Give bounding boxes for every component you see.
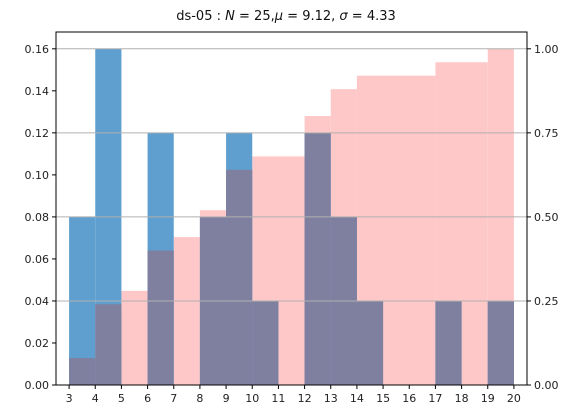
- overlap-bar: [435, 300, 462, 385]
- overlap-bar: [487, 300, 514, 385]
- x-tick-label: 3: [66, 392, 73, 405]
- x-tick-label: 7: [170, 392, 177, 405]
- x-tick-label: 20: [507, 392, 521, 405]
- y-right-tick-label: 0.00: [534, 379, 559, 392]
- overlap-bar: [226, 169, 253, 385]
- cdf-bar: [173, 237, 200, 385]
- x-tick-label: 18: [455, 392, 469, 405]
- x-tick-label: 11: [271, 392, 285, 405]
- x-tick-label: 17: [428, 392, 442, 405]
- overlap-bar: [69, 358, 96, 385]
- overlap-bar: [356, 300, 384, 385]
- y-left-tick-label: 0.08: [25, 211, 50, 224]
- x-tick-label: 13: [324, 392, 338, 405]
- y-right-tick-label: 0.25: [534, 295, 559, 308]
- chart-title: ds-05 : N = 25,μ = 9.12, σ = 4.33: [176, 9, 396, 24]
- x-tick-label: 9: [223, 392, 230, 405]
- x-tick-label: 14: [350, 392, 364, 405]
- overlap-bar: [252, 300, 279, 385]
- y-left-tick-label: 0.14: [25, 85, 50, 98]
- x-tick-label: 12: [298, 392, 312, 405]
- x-tick-label: 4: [92, 392, 99, 405]
- y-left-tick-label: 0.06: [25, 253, 50, 266]
- cdf-bar: [121, 290, 148, 385]
- x-tick-label: 15: [376, 392, 390, 405]
- x-tick-label: 8: [196, 392, 203, 405]
- axes: 3 4 5 6 7 8 9 10 11 12 13 14 15 16 17 18 19 20 0.00 0.02 0.0…: [25, 31, 559, 405]
- overlap-bar: [304, 132, 331, 385]
- overlap-bar: [147, 250, 174, 385]
- x-tick-label: 6: [144, 392, 151, 405]
- y-left-tick-label: 0.04: [25, 295, 50, 308]
- x-tick-label: 5: [118, 392, 125, 405]
- y-left-tick-label: 0.16: [25, 43, 50, 56]
- y-right-tick-label: 1.00: [534, 43, 559, 56]
- y-left-tick-label: 0.12: [25, 127, 50, 140]
- plot-frame: [55, 31, 528, 386]
- y-left-tick-label: 0.02: [25, 337, 50, 350]
- overlap-bar: [95, 304, 122, 385]
- y-left-tick-label: 0.10: [25, 169, 50, 182]
- x-tick-label: 19: [481, 392, 495, 405]
- x-tick-label: 10: [245, 392, 259, 405]
- y-left-tick-label: 0.00: [25, 379, 50, 392]
- x-tick-label: 16: [402, 392, 416, 405]
- y-right-tick-label: 0.75: [534, 127, 559, 140]
- y-right-tick-label: 0.50: [534, 211, 559, 224]
